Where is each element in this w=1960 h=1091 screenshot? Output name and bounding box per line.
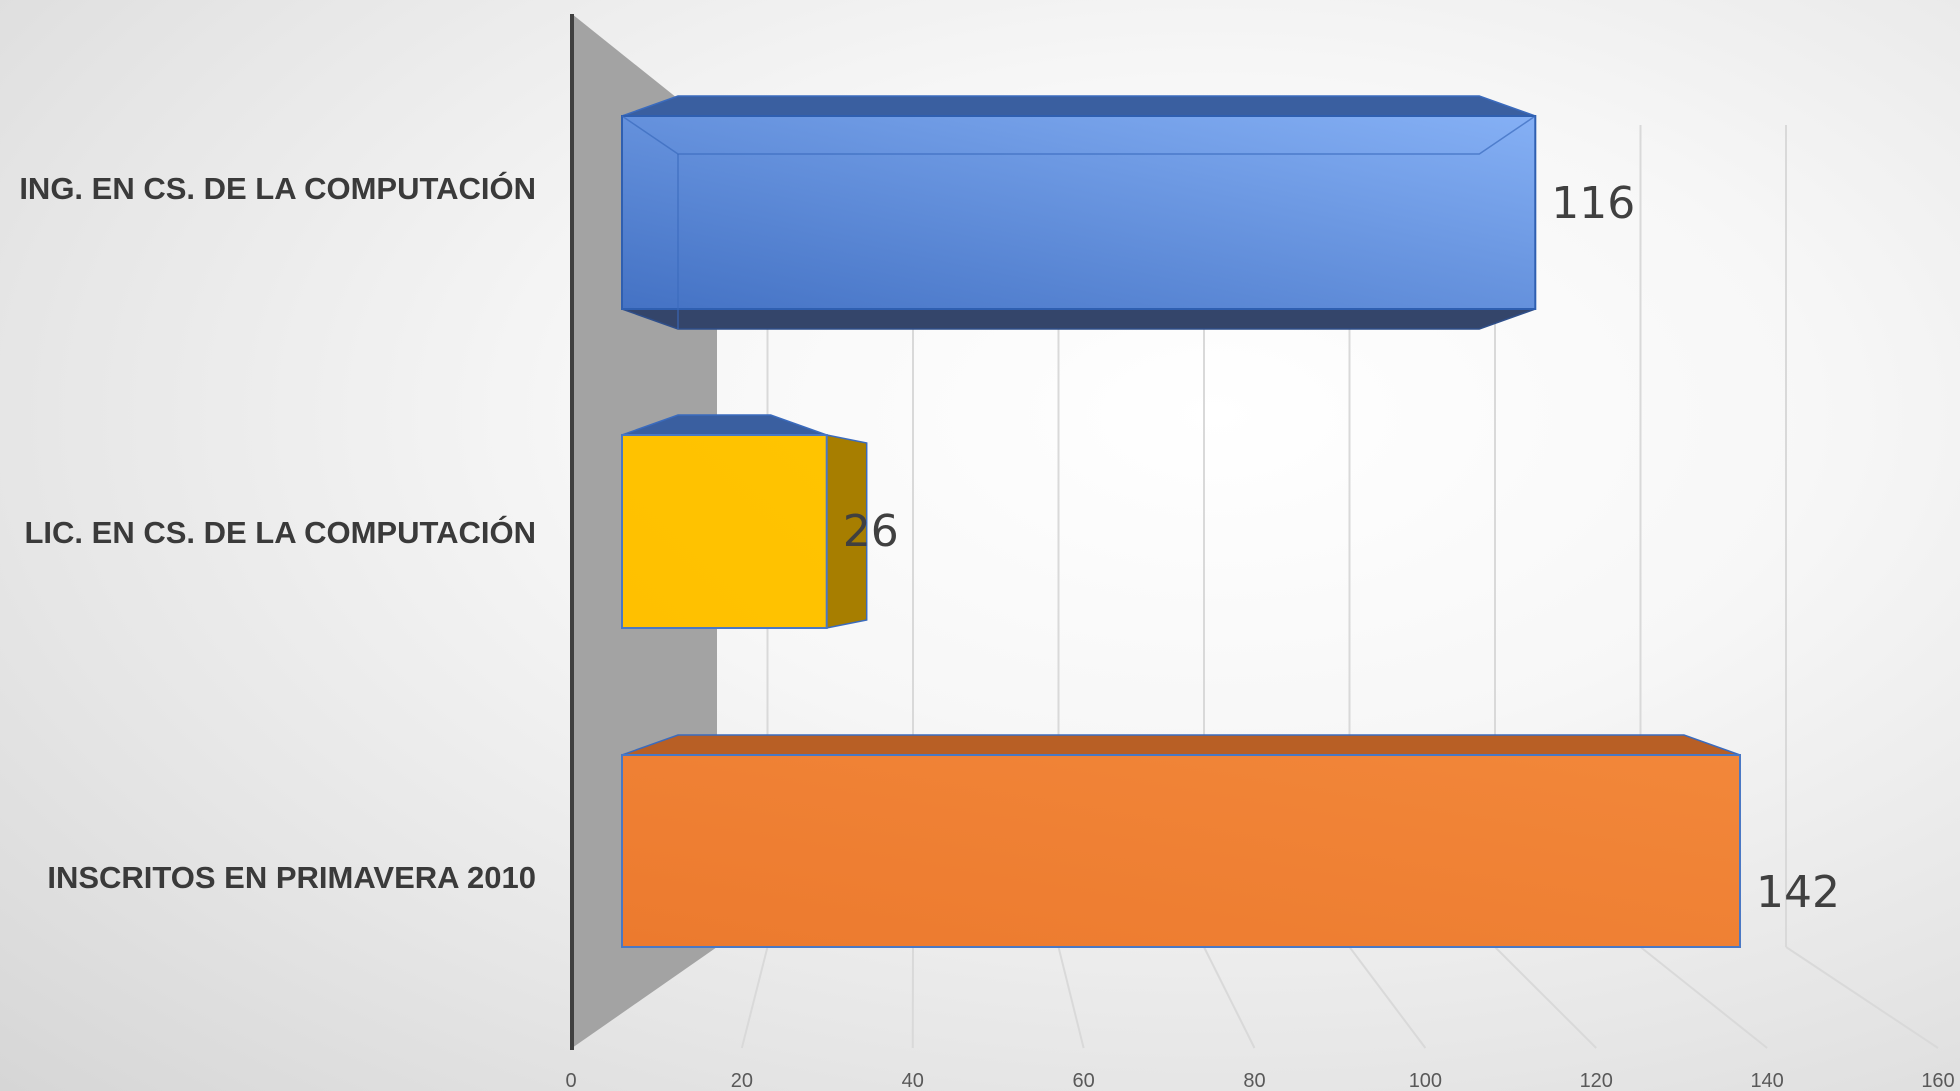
data-label: 116 xyxy=(1551,178,1635,229)
bar-2 xyxy=(621,734,1741,948)
bar-front-face xyxy=(621,434,828,629)
floor-line xyxy=(1348,946,1427,1049)
bar-front-face xyxy=(621,754,1741,948)
x-tick-label: 60 xyxy=(1073,1070,1095,1091)
x-tick-label: 120 xyxy=(1580,1070,1613,1091)
category-label: ING. EN CS. DE LA COMPUTACIÓN xyxy=(19,170,536,206)
data-label: 142 xyxy=(1756,867,1840,918)
x-tick-label: 20 xyxy=(731,1070,753,1091)
bar-front-face xyxy=(621,115,1537,310)
bar-0 xyxy=(621,95,1537,330)
x-tick-label: 40 xyxy=(902,1070,924,1091)
floor-line xyxy=(740,946,769,1049)
floor-line xyxy=(1639,946,1768,1049)
bar-top-face xyxy=(621,734,1741,756)
x-tick-label: 160 xyxy=(1921,1070,1954,1091)
bar-bottom-face xyxy=(621,308,1536,330)
x-tick-label: 100 xyxy=(1409,1070,1442,1091)
category-label: INSCRITOS EN PRIMAVERA 2010 xyxy=(47,860,536,895)
floor-line xyxy=(1057,946,1085,1049)
bar-top-face xyxy=(621,95,1536,117)
data-label: 26 xyxy=(843,506,899,557)
x-tick-label: 140 xyxy=(1750,1070,1783,1091)
bar-inner-edge xyxy=(621,115,1536,155)
bar-1 xyxy=(621,414,868,629)
x-tick-label: 0 xyxy=(565,1070,576,1091)
category-label: LIC. EN CS. DE LA COMPUTACIÓN xyxy=(25,514,537,550)
floor-line xyxy=(1785,946,1939,1049)
floor-line xyxy=(1494,946,1597,1049)
floor-line xyxy=(1203,946,1256,1049)
x-tick-label: 80 xyxy=(1243,1070,1265,1091)
